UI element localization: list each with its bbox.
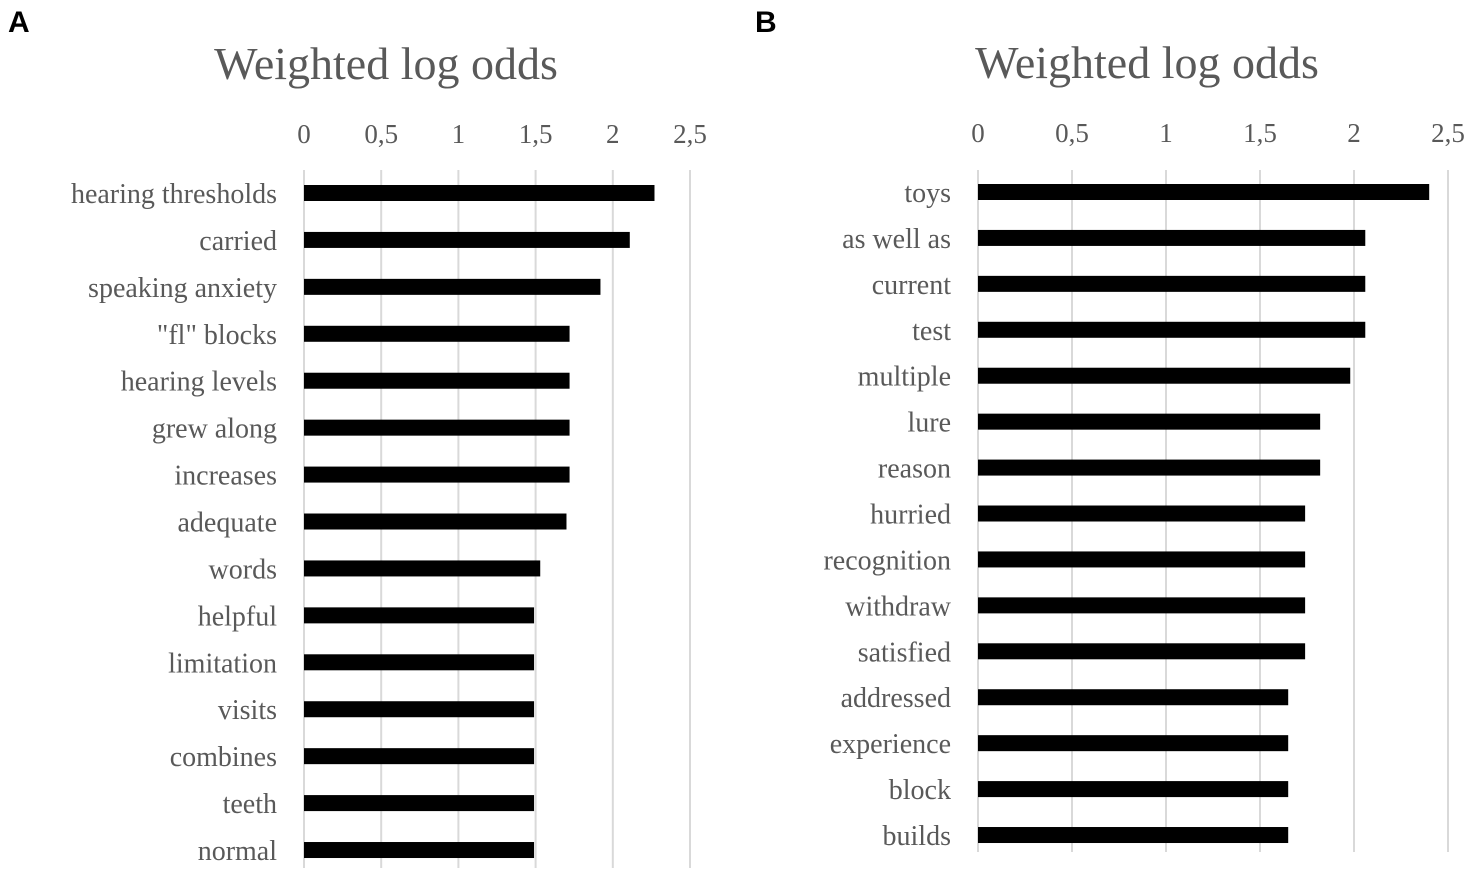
chart-a-title: Weighted log odds (214, 38, 558, 89)
chart-b-category-label: reason (878, 454, 951, 485)
chart-a-category-label: "fl" blocks (157, 320, 277, 351)
chart-b-bar (978, 184, 1430, 200)
chart-a-category-label: increases (174, 461, 277, 492)
chart-a-category-label: visits (218, 695, 277, 726)
chart-b-bar (978, 551, 1306, 568)
chart-a-category-label: normal (198, 836, 278, 867)
chart-a-bar (304, 607, 535, 624)
chart-b-category-label: block (889, 775, 951, 806)
chart-b-bar (978, 459, 1321, 476)
chart-a-bar (304, 748, 535, 765)
chart-b-category-label: toys (904, 178, 951, 209)
chart-a-category-label: speaking anxiety (88, 273, 277, 304)
chart-a-category-label: hearing levels (121, 367, 277, 398)
chart-a-category-label: hearing thresholds (71, 179, 277, 210)
chart-a-bar (304, 513, 567, 530)
chart-a-bar (304, 325, 570, 342)
chart-b-category-label: satisfied (858, 637, 951, 668)
chart-a-bar (304, 185, 655, 201)
chart-b-bar (978, 597, 1306, 614)
chart-a-x-tick-label: 1,5 (519, 119, 553, 149)
chart-a-category-label: helpful (198, 601, 278, 632)
chart-b-x-tick-label: 1,5 (1243, 118, 1277, 148)
chart-b-category-label: lure (907, 408, 951, 439)
chart-b-category-label: experience (830, 729, 951, 760)
chart-b-bar (978, 229, 1366, 246)
chart-b-x-tick-label: 0 (971, 118, 985, 148)
chart-a-x-tick-label: 1 (452, 119, 466, 149)
chart-a-x-tick-label: 0,5 (364, 119, 398, 149)
panel-label-b: B (755, 6, 777, 39)
chart-b-bar (978, 689, 1289, 706)
chart-b-category-label: as well as (842, 224, 951, 255)
chart-a-category-label: grew along (152, 414, 277, 445)
chart-b-bar (978, 321, 1366, 338)
chart-b-bar (978, 275, 1366, 292)
chart-b-category-label: hurried (870, 500, 951, 531)
chart-a-bar (304, 842, 535, 859)
chart-b-x-tick-label: 0,5 (1055, 118, 1089, 148)
chart-b-category-label: addressed (841, 683, 951, 714)
chart-a-category-label: adequate (178, 508, 278, 539)
chart-a-bar (304, 654, 535, 671)
chart-b-bar (978, 643, 1306, 660)
chart-a-bar (304, 466, 570, 483)
chart-b-category-label: builds (883, 821, 951, 852)
chart-a-category-label: limitation (168, 648, 277, 679)
chart-b-category-label: withdraw (845, 591, 952, 622)
chart-b-category-label: recognition (823, 545, 951, 576)
chart-b-x-tick-label: 2,5 (1431, 118, 1465, 148)
chart-a-bar (304, 372, 570, 389)
chart-b-bar (978, 735, 1289, 752)
chart-b-bar (978, 827, 1289, 844)
chart-b-bar (978, 781, 1289, 798)
chart-a-category-label: words (209, 554, 277, 585)
chart-a-bar (304, 278, 601, 295)
chart-b-title: Weighted log odds (975, 37, 1319, 88)
chart-b-x-tick-label: 1 (1159, 118, 1173, 148)
chart-b-x-tick-label: 2 (1347, 118, 1361, 148)
chart-b-bar (978, 505, 1306, 522)
chart-a-bar (304, 795, 535, 812)
chart-a-category-label: carried (199, 226, 277, 257)
chart-b-bar (978, 367, 1351, 384)
chart-a-bar (304, 560, 541, 577)
chart-a-bar (304, 231, 630, 248)
chart-a-x-tick-label: 2,5 (673, 119, 707, 149)
chart-a-x-tick-label: 0 (297, 119, 311, 149)
chart-b-category-label: current (872, 270, 952, 301)
chart-b: Weighted log odds 0 0,5 1 1,5 2 2,5 toys as wel… (823, 37, 1464, 852)
panel-label-a: A (8, 6, 30, 39)
chart-b-bar (978, 413, 1321, 430)
chart-b-category-label: test (912, 316, 951, 347)
chart-a-bar (304, 419, 570, 436)
chart-b-category-label: multiple (858, 362, 951, 393)
chart-a: Weighted log odds 0 0,5 1 1,5 2 2,5 hearing th… (71, 38, 707, 868)
chart-a-x-tick-label: 2 (606, 119, 620, 149)
chart-a-category-label: combines (170, 742, 277, 773)
chart-a-bar (304, 701, 535, 718)
chart-a-category-label: teeth (223, 789, 277, 820)
